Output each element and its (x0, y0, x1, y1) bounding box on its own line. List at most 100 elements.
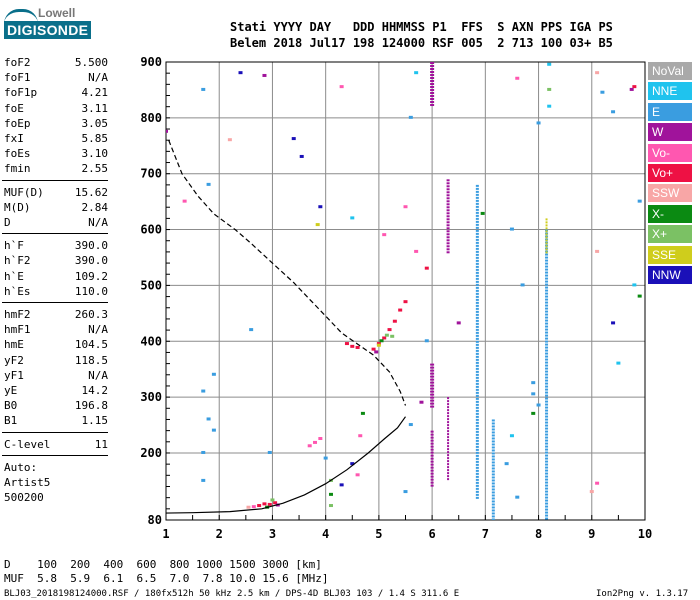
echo-mark (545, 391, 549, 394)
echo-mark (446, 227, 450, 230)
echo-mark (430, 65, 435, 67)
echo-mark (545, 430, 549, 433)
echo-point (392, 319, 397, 323)
echo-mark (545, 301, 549, 304)
echo-mark (475, 400, 479, 403)
echo-point (249, 328, 254, 332)
echo-mark (475, 490, 479, 493)
echo-mark (545, 349, 549, 352)
echo-mark (430, 369, 435, 372)
y-tick-label: 300 (140, 390, 162, 404)
echo-mark (430, 381, 435, 384)
echo-mark (430, 448, 434, 451)
echo-mark (447, 403, 450, 406)
echo-point (403, 490, 408, 494)
echo-mark (430, 92, 435, 94)
echo-mark (475, 382, 479, 385)
echo-mark (491, 518, 495, 520)
echo-mark (545, 310, 549, 313)
echo-mark (475, 238, 479, 241)
echo-mark (545, 454, 549, 457)
echo-mark (430, 475, 434, 478)
echo-mark (446, 215, 450, 218)
echo-mark (475, 292, 479, 295)
param-row: hmF1 N/A (4, 323, 108, 337)
echo-mark (545, 268, 549, 271)
echo-point (257, 504, 262, 508)
echo-point (318, 205, 323, 209)
echo-mark (545, 245, 548, 248)
echo-point (339, 85, 344, 89)
echo-mark (545, 421, 549, 424)
echo-mark (491, 431, 495, 434)
echo-mark (545, 337, 549, 340)
echo-mark (475, 367, 479, 370)
echo-mark (447, 397, 450, 400)
echo-point (267, 450, 272, 454)
echo-mark (430, 451, 434, 454)
param-separator (2, 302, 108, 303)
echo-mark (475, 406, 479, 409)
echo-mark (430, 436, 434, 439)
echo-point (350, 344, 355, 348)
legend-item: W (648, 123, 692, 142)
header-line-2: Belem 2018 Jul17 198 124000 RSF 005 2 71… (230, 36, 613, 50)
echo-mark (475, 358, 479, 361)
param-label: yF1 (4, 368, 24, 382)
echo-mark (430, 405, 435, 408)
distance-line: D 100 200 400 600 800 1000 1500 3000 [km… (4, 558, 322, 571)
param-value: 15.62 (74, 185, 108, 199)
echo-mark (475, 268, 479, 271)
param-value: 5.500 (74, 56, 108, 69)
echo-mark (545, 388, 549, 391)
echo-mark (447, 409, 450, 412)
echo-mark (446, 203, 450, 206)
echo-point (547, 62, 552, 66)
echo-mark (475, 442, 479, 445)
echo-point (206, 182, 211, 186)
profile-trace-solid (166, 416, 406, 514)
echo-mark (545, 262, 549, 265)
x-tick-label: 4 (322, 527, 329, 541)
echo-mark (545, 508, 549, 511)
echo-mark (475, 262, 479, 265)
echo-mark (475, 361, 479, 364)
echo-point (315, 223, 320, 227)
echo-mark (430, 454, 434, 457)
echo-point (376, 343, 381, 347)
param-label: fxI (4, 132, 24, 145)
echo-point (227, 138, 232, 142)
param-label: hmF2 (4, 308, 31, 321)
y-tick-label: 200 (140, 446, 162, 460)
param-label: Artist5 (4, 476, 51, 489)
logo-digisonde: DIGISONDE (4, 21, 92, 39)
param-row: Auto: (4, 461, 108, 475)
echo-mark (545, 274, 549, 277)
echo-mark (430, 372, 435, 375)
param-row: h`F 390.0 (4, 239, 108, 253)
echo-point (611, 321, 616, 325)
echo-mark (545, 292, 549, 295)
echo-point (408, 115, 413, 119)
x-tick-label: 10 (638, 527, 652, 541)
echo-mark (447, 400, 450, 403)
param-row: B1 1.15 (4, 414, 108, 428)
param-label: yE (4, 384, 18, 397)
echo-mark (545, 439, 549, 442)
echo-point (339, 483, 344, 487)
echo-mark (491, 428, 495, 431)
param-value: 390.0 (74, 239, 108, 253)
echo-mark (446, 224, 450, 227)
echo-mark (475, 331, 479, 334)
echo-point (536, 403, 541, 407)
echo-mark (430, 378, 435, 381)
echo-mark (491, 497, 495, 500)
echo-mark (491, 425, 495, 428)
echo-mark (475, 481, 479, 484)
y-tick-label: 400 (140, 334, 162, 348)
echo-mark (447, 418, 450, 421)
echo-mark (446, 188, 450, 191)
echo-mark (475, 199, 479, 202)
echo-mark (430, 399, 435, 402)
echo-mark (430, 83, 435, 85)
